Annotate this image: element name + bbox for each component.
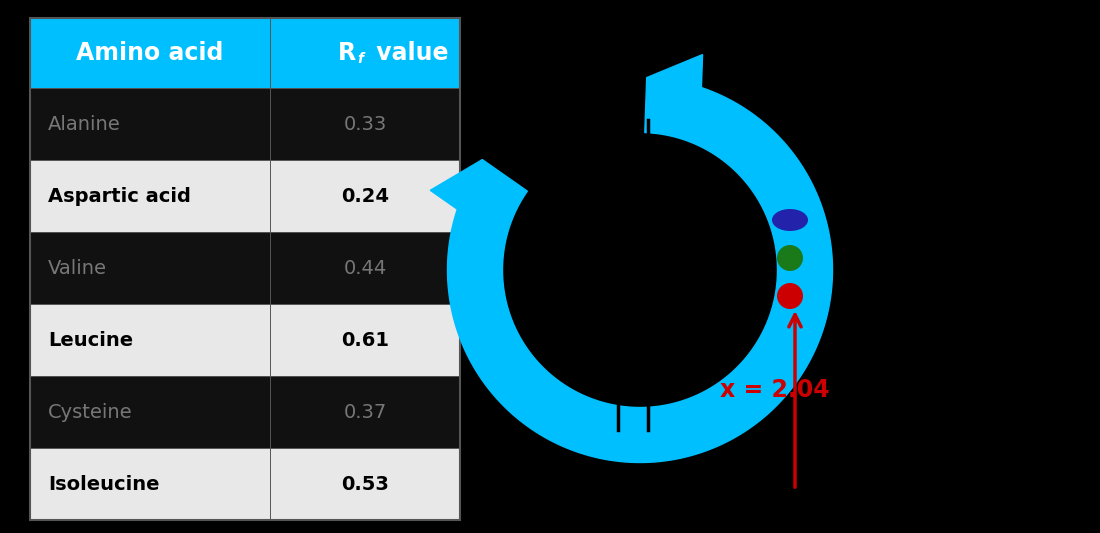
Text: f: f — [358, 52, 363, 66]
Text: Isoleucine: Isoleucine — [48, 474, 160, 494]
Text: Alanine: Alanine — [48, 115, 121, 133]
Text: 0.37: 0.37 — [343, 402, 386, 422]
Text: value: value — [368, 41, 449, 65]
Text: Aspartic acid: Aspartic acid — [48, 187, 191, 206]
Ellipse shape — [772, 209, 808, 231]
Polygon shape — [430, 159, 482, 219]
Text: 0.53: 0.53 — [341, 474, 389, 494]
Text: x = 2.04: x = 2.04 — [720, 378, 829, 402]
Ellipse shape — [777, 245, 803, 271]
Text: Amino acid: Amino acid — [76, 41, 223, 65]
Bar — [30, 160, 460, 232]
Bar — [30, 304, 460, 376]
Bar — [30, 448, 460, 520]
Text: Cysteine: Cysteine — [48, 402, 133, 422]
Ellipse shape — [777, 283, 803, 309]
Text: 0.33: 0.33 — [343, 115, 386, 133]
Text: 0.24: 0.24 — [341, 187, 389, 206]
Bar — [30, 376, 460, 448]
Bar — [30, 88, 460, 160]
Text: 0.44: 0.44 — [343, 259, 386, 278]
Polygon shape — [647, 54, 703, 104]
Text: Valine: Valine — [48, 259, 107, 278]
Bar — [30, 18, 460, 520]
Text: R: R — [338, 41, 355, 65]
Bar — [30, 232, 460, 304]
Text: 0.61: 0.61 — [341, 330, 389, 350]
Bar — [30, 18, 460, 88]
Polygon shape — [448, 78, 833, 463]
Text: Leucine: Leucine — [48, 330, 133, 350]
